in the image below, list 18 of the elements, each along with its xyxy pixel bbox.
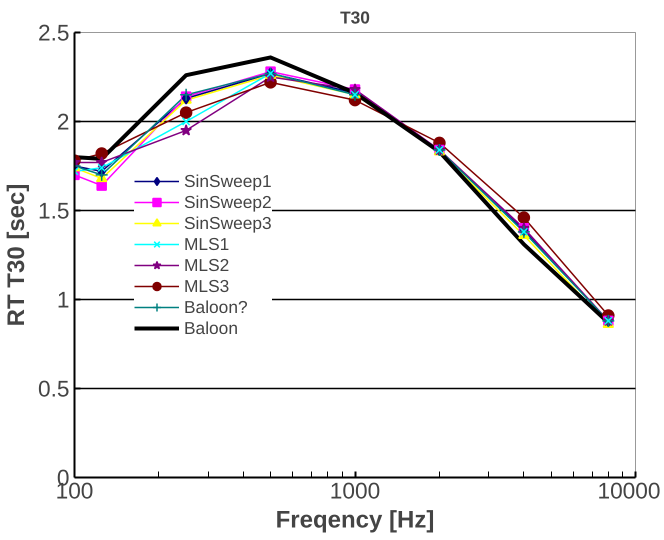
legend-label: MLS2 (184, 254, 230, 276)
x-axis-title: Freqency [Hz] (276, 506, 434, 534)
legend-label: MLS3 (184, 276, 230, 296)
y-tick-label: 2 (56, 108, 70, 134)
legend-label: MLS1 (184, 234, 230, 254)
legend-label: Baloon (184, 318, 238, 338)
legend-label: SinSweep1 (184, 170, 272, 192)
y-tick-label: 1 (56, 286, 70, 312)
chart-title: T30 (340, 8, 370, 28)
legend-label: SinSweep3 (184, 212, 272, 234)
legend-label: SinSweep2 (184, 192, 272, 212)
y-tick-label: 0.5 (38, 376, 70, 402)
legend-label: Baloon? (184, 296, 248, 318)
y-axis-title: RT T30 [sec] (3, 184, 30, 326)
y-tick-label: 1.5 (38, 198, 70, 224)
x-tick-label: 1000 (330, 478, 380, 504)
y-tick-label: 2.5 (38, 20, 70, 46)
x-tick-label: 10000 (598, 478, 661, 504)
